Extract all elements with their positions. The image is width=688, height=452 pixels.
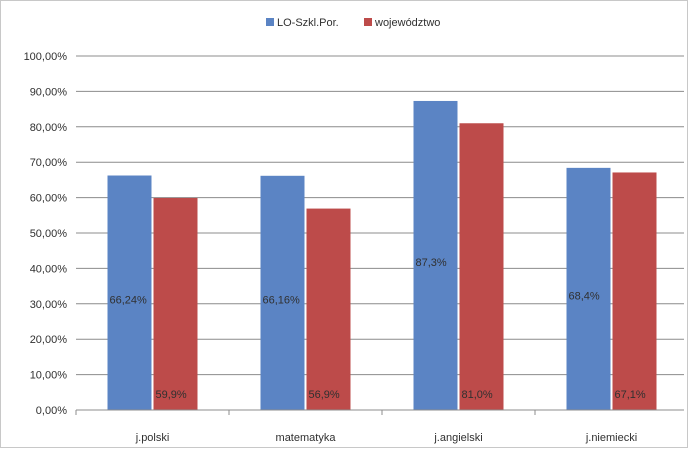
legend-swatch xyxy=(364,18,372,26)
y-tick-label: 90,00% xyxy=(30,86,68,98)
data-label: 68,4% xyxy=(569,291,600,303)
y-tick-label: 40,00% xyxy=(30,263,68,275)
y-tick-label: 60,00% xyxy=(30,193,68,205)
bar-wojewodztwo xyxy=(612,172,657,410)
data-label: 67,1% xyxy=(615,389,646,401)
bar-wojewodztwo xyxy=(306,208,351,410)
data-label: 66,24% xyxy=(110,294,148,306)
x-tick-label: matematyka xyxy=(276,432,337,444)
x-axis xyxy=(75,409,688,415)
y-tick-label: 20,00% xyxy=(30,334,68,346)
y-tick-label: 80,00% xyxy=(30,122,68,134)
x-axis-tick-labels: j.polski matematyka j.angielski j.niemiecki xyxy=(135,432,637,444)
y-tick-label: 70,00% xyxy=(30,157,68,169)
bar-lo-szkl-por xyxy=(566,167,611,410)
bar-lo-szkl-por xyxy=(107,175,152,410)
legend-label: województwo xyxy=(374,17,440,29)
y-axis-tick-labels: 0,00% 10,00% 20,00% 30,00% 40,00% 50,00% 60,00… xyxy=(24,51,68,417)
bar-lo-szkl-por xyxy=(260,175,305,410)
data-label: 81,0% xyxy=(462,389,493,401)
y-tick-label: 30,00% xyxy=(30,299,68,311)
bars xyxy=(107,100,657,410)
legend-label: LO-Szkl.Por. xyxy=(277,17,339,29)
bar-wojewodztwo xyxy=(459,123,504,410)
data-label: 59,9% xyxy=(156,389,187,401)
bar-lo-szkl-por xyxy=(413,100,458,410)
data-label: 66,16% xyxy=(263,295,301,307)
legend: LO-Szkl.Por. województwo xyxy=(266,17,440,29)
y-tick-label: 0,00% xyxy=(36,405,67,417)
legend-swatch xyxy=(266,18,274,26)
data-label: 87,3% xyxy=(416,257,447,269)
y-tick-label: 50,00% xyxy=(30,228,68,240)
data-labels: 66,24% 59,9% 66,16% 56,9% 87,3% 81,0% 68,4% 67,… xyxy=(110,257,646,401)
x-tick-label: j.angielski xyxy=(433,432,482,444)
y-tick-label: 100,00% xyxy=(24,51,68,63)
x-tick-label: j.polski xyxy=(135,432,170,444)
y-tick-label: 10,00% xyxy=(30,370,68,382)
bar-wojewodztwo xyxy=(153,197,198,410)
data-label: 56,9% xyxy=(309,389,340,401)
x-tick-label: j.niemiecki xyxy=(585,432,637,444)
